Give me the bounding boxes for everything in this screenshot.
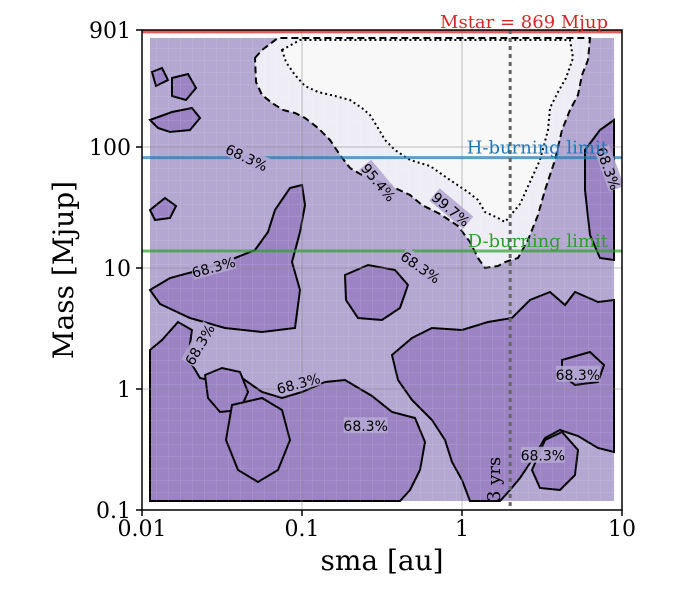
- contour-label-background: [343, 417, 388, 434]
- contour-label-background: [358, 159, 400, 204]
- y-axis-title: Mass [Mjup]: [47, 181, 80, 359]
- x-tick-label: 0.01: [118, 517, 167, 542]
- y-tick-label: 100: [89, 136, 131, 161]
- contour-label-background: [398, 247, 444, 286]
- contour-label-background: [223, 140, 271, 174]
- contour-label-background: [274, 369, 322, 397]
- contour-label-background: [181, 321, 217, 368]
- contour-label: 68.3%: [521, 449, 565, 465]
- y-tick-label: 1: [117, 378, 131, 403]
- y-ticks: [136, 29, 142, 511]
- contour-label-background: [520, 446, 565, 463]
- contour-label-background: [555, 365, 600, 382]
- x-tick-label: 10: [608, 517, 636, 542]
- contour-label: 68.3%: [556, 368, 600, 384]
- contour-label: 68.3%: [343, 419, 387, 435]
- x-tick-labels: 0.01 0.1 1 10: [118, 517, 636, 542]
- y-tick-labels: 0.1 1 10 100 901: [89, 19, 131, 524]
- h-burning-limit-label: H-burning limit: [467, 138, 609, 159]
- contour-label-background: [594, 144, 622, 192]
- x-tick-label: 0.1: [285, 517, 320, 542]
- plot-frame: [141, 29, 623, 511]
- contour-label-background: [429, 188, 474, 229]
- d-burning-limit-label: D-burning limit: [468, 231, 609, 252]
- y-tick-label: 901: [89, 19, 131, 44]
- x-tick-label: 1: [455, 517, 469, 542]
- y-tick-label: 10: [103, 257, 131, 282]
- y-tick-label: 0.1: [96, 499, 131, 524]
- x-axis-title: sma [au]: [320, 544, 443, 577]
- contour-label-background: [189, 252, 237, 280]
- mstar-label: Mstar = 869 Mjup: [440, 12, 608, 33]
- period-label: 3 yrs: [484, 457, 505, 502]
- x-ticks: [141, 510, 623, 516]
